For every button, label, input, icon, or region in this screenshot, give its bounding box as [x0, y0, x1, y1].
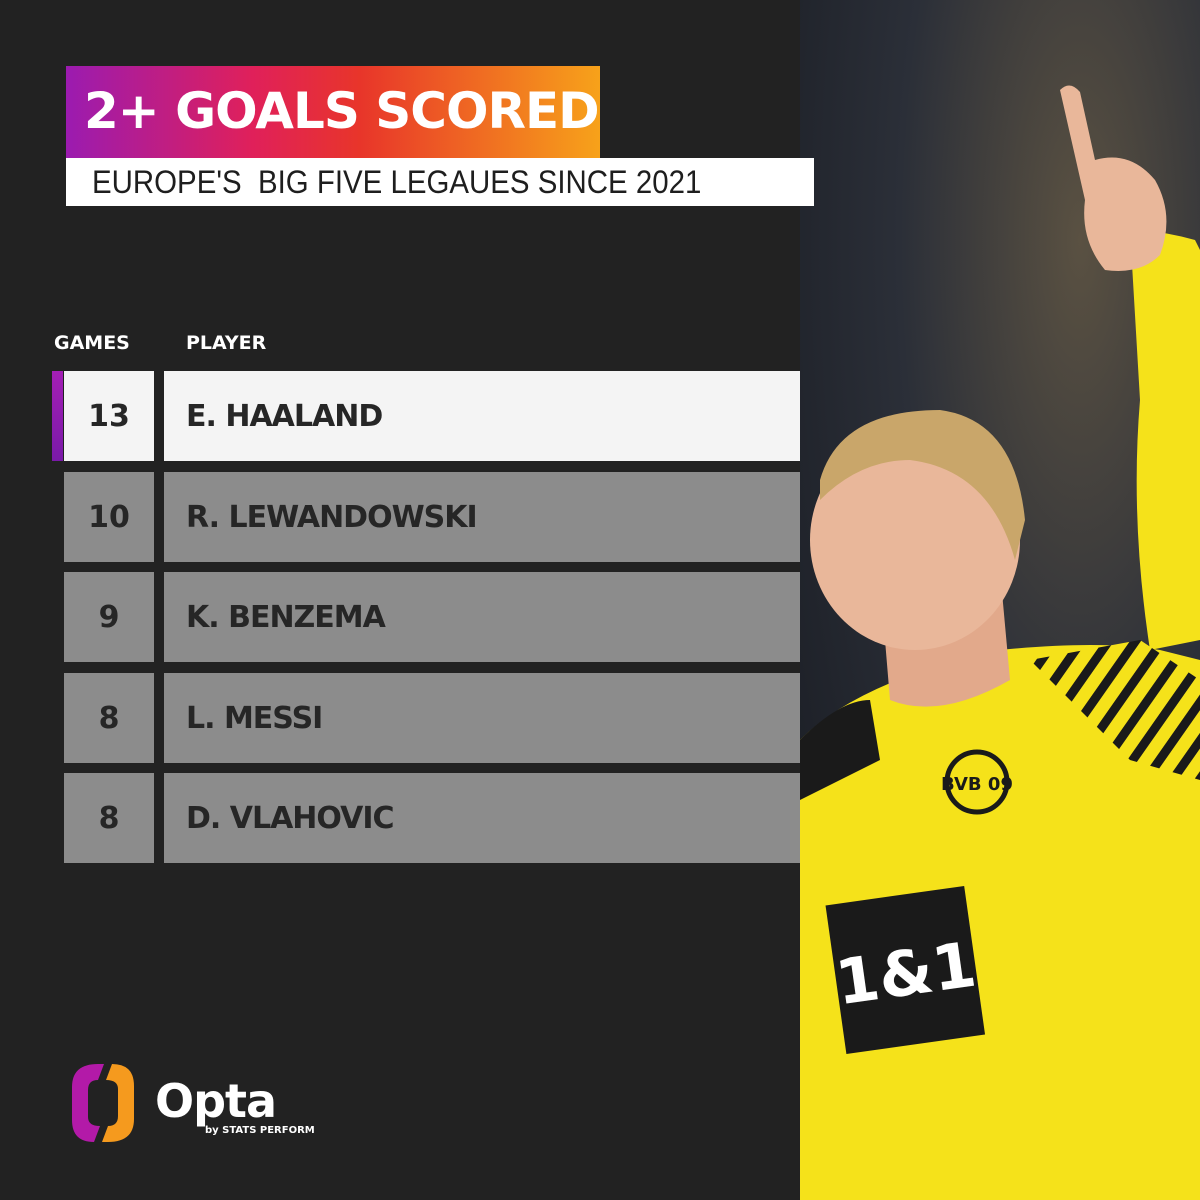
player-name: R. LEWANDOWSKI	[186, 499, 478, 535]
column-header-player: PLAYER	[186, 332, 267, 354]
player-name: D. VLAHOVIC	[186, 800, 394, 836]
player-name: K. BENZEMA	[186, 599, 386, 635]
games-cell: 8	[64, 773, 154, 863]
table-row: 9 K. BENZEMA	[64, 572, 800, 662]
opta-tagline: by STATS PERFORM	[205, 1125, 315, 1136]
games-cell: 10	[64, 472, 154, 562]
player-cell: L. MESSI	[164, 673, 800, 763]
title-banner: 2+ GOALS SCORED	[66, 66, 600, 158]
table-row: 13 E. HAALAND	[64, 371, 800, 461]
games-cell: 9	[64, 572, 154, 662]
player-name: L. MESSI	[186, 700, 323, 736]
player-photo: BVB 09 1&1	[800, 0, 1200, 1200]
opta-logo-icon	[72, 1064, 134, 1142]
table-row: 10 R. LEWANDOWSKI	[64, 472, 800, 562]
opta-logo-text: Opta	[155, 1074, 277, 1128]
player-name: E. HAALAND	[186, 398, 383, 434]
crest-text: BVB 09	[941, 774, 1013, 795]
games-cell: 13	[64, 371, 154, 461]
page-title: 2+ GOALS SCORED	[84, 82, 600, 140]
table-row: 8 D. VLAHOVIC	[64, 773, 800, 863]
player-cell: K. BENZEMA	[164, 572, 800, 662]
page-subtitle: EUROPE'S BIG FIVE LEGAUES SINCE 2021	[92, 164, 702, 200]
highlight-accent-bar	[52, 371, 63, 461]
player-cell: E. HAALAND	[164, 371, 800, 461]
column-header-games: GAMES	[54, 332, 130, 354]
table-row: 8 L. MESSI	[64, 673, 800, 763]
player-cell: R. LEWANDOWSKI	[164, 472, 800, 562]
games-cell: 8	[64, 673, 154, 763]
player-cell: D. VLAHOVIC	[164, 773, 800, 863]
subtitle-banner: EUROPE'S BIG FIVE LEGAUES SINCE 2021	[66, 158, 814, 206]
